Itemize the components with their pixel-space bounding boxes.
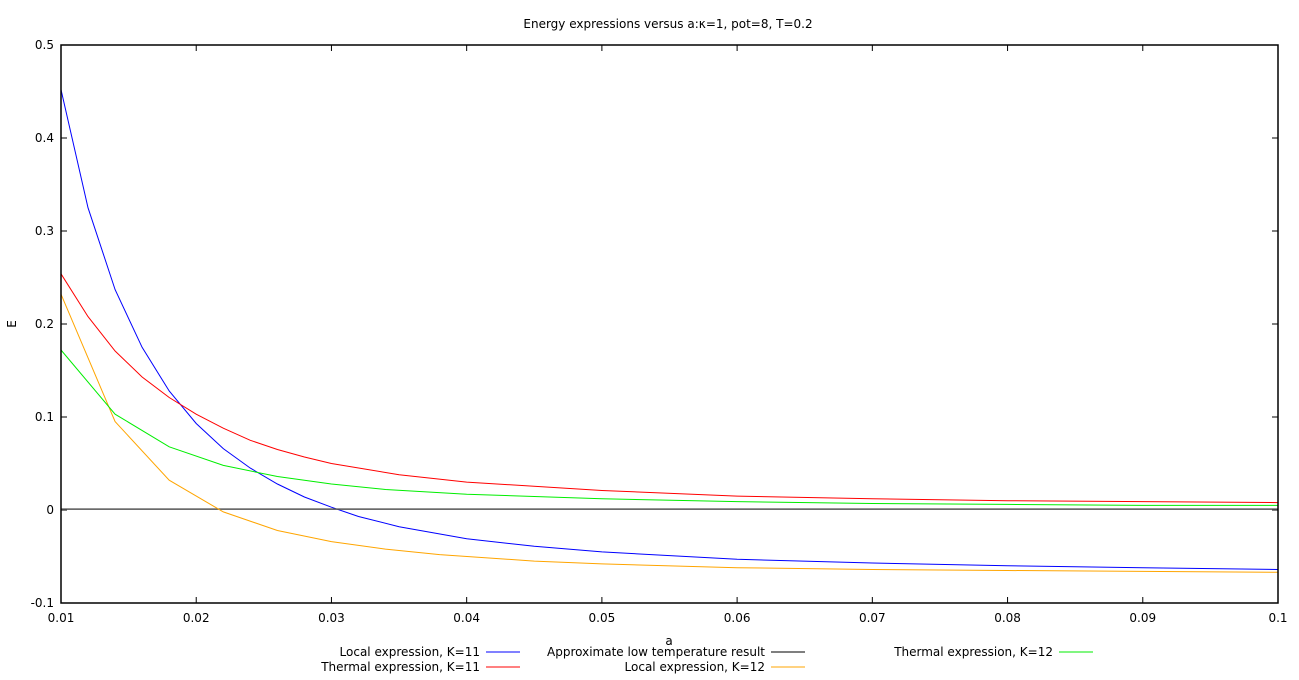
legend-label-5: Thermal expression, K=12 xyxy=(893,645,1053,659)
axis-ticks: 0.01 0.02 0.03 0.04 0.05 0.06 0.07 0.08 0.09 0.1 -… xyxy=(31,38,1288,625)
x-tick-label: 0.08 xyxy=(994,611,1021,625)
x-tick-label: 0.01 xyxy=(48,611,75,625)
y-tick-label: 0 xyxy=(46,503,54,517)
legend-label-2: Thermal expression, K=11 xyxy=(320,660,480,674)
x-tick-label: 0.03 xyxy=(318,611,345,625)
series-line-5 xyxy=(60,349,1278,506)
x-tick-label: 0.05 xyxy=(589,611,616,625)
x-tick-label: 0.04 xyxy=(453,611,480,625)
series-line-4 xyxy=(60,294,1279,573)
x-tick-label: 0.1 xyxy=(1268,611,1287,625)
plot-frame xyxy=(60,44,1279,604)
series-line-2 xyxy=(60,273,1279,504)
x-tick-label: 0.09 xyxy=(1129,611,1156,625)
y-axis-label: E xyxy=(5,320,19,328)
x-tick-label: 0.07 xyxy=(859,611,886,625)
y-tick-label: 0.2 xyxy=(35,317,54,331)
legend-label-3: Approximate low temperature result xyxy=(547,645,765,659)
legend-label-1: Local expression, K=11 xyxy=(340,645,480,659)
y-tick-label: -0.1 xyxy=(31,596,54,610)
chart-title: Energy expressions versus a:κ=1, pot=8, … xyxy=(523,17,812,31)
x-tick-label: 0.06 xyxy=(724,611,751,625)
x-axis-label: a xyxy=(665,634,672,648)
y-tick-label: 0.4 xyxy=(35,131,54,145)
x-tick-label: 0.02 xyxy=(183,611,210,625)
y-tick-label: 0.3 xyxy=(35,224,54,238)
legend-label-4: Local expression, K=12 xyxy=(625,660,765,674)
plot-area xyxy=(60,89,1279,573)
series-line-1 xyxy=(60,89,1279,570)
y-tick-label: 0.5 xyxy=(35,38,54,52)
y-tick-label: 0.1 xyxy=(35,410,54,424)
